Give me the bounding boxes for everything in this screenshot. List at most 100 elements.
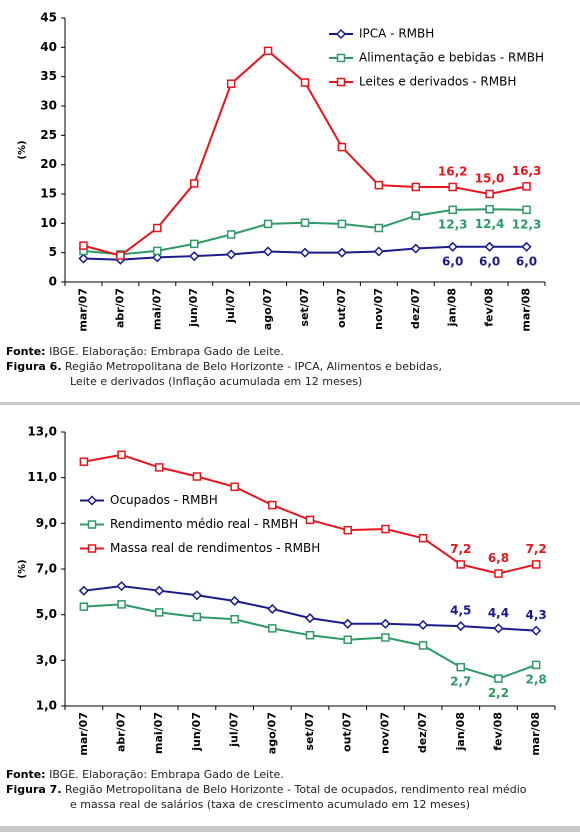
x-tick-label: mar/07 [76, 288, 89, 332]
marker [189, 251, 200, 262]
caption: Leite e derivados (Inflação acumulada em… [70, 375, 363, 388]
marker [226, 249, 237, 260]
legend-marker [335, 28, 347, 40]
x-tick-label: jan/08 [446, 288, 459, 327]
x-tick-label: ago/07 [265, 712, 278, 754]
source: IBGE. Elaboração: Embrapa Gado de Leite. [49, 345, 284, 358]
source: IBGE. Elaboração: Embrapa Gado de Leite. [49, 768, 284, 781]
marker [153, 223, 162, 233]
separator [0, 402, 580, 405]
data-label: 15,0 [475, 172, 505, 186]
caption-2: Fonte: IBGE. Elaboração: Embrapa Gado de… [6, 767, 527, 812]
marker [192, 472, 202, 481]
x-tick-label: set/07 [298, 288, 311, 327]
y-tick-label: 1,0 [36, 699, 57, 713]
x-tick-label: jan/08 [454, 712, 467, 751]
marker [189, 179, 199, 188]
y-tick-label: 7,0 [36, 562, 57, 576]
caption: e massa real de salários (taxa de cresci… [70, 798, 471, 811]
marker [522, 205, 531, 215]
figure-label: Figura 7. [6, 783, 62, 796]
marker [418, 641, 428, 650]
chart: 1,0 3,0 5,0 7,0 9,0 11,0 13,0 (%) mar/07 abr/07 ma… [17, 425, 556, 756]
marker [78, 253, 89, 264]
marker [418, 533, 428, 543]
marker [191, 590, 202, 601]
x-tick-label: mai/07 [152, 712, 165, 754]
marker [456, 662, 466, 672]
x-tick-label: jun/07 [187, 288, 200, 328]
marker [263, 46, 273, 56]
marker [343, 635, 352, 645]
figure-line: Figura 6. Região Metropolitana de Belo H… [6, 359, 442, 374]
marker [226, 230, 236, 239]
legend-label: Alimentação e bebidas - RMBH [359, 51, 544, 65]
y-tick-label: 11,0 [27, 470, 57, 484]
caption-1: Fonte: IBGE. Elaboração: Embrapa Gado de… [6, 344, 442, 389]
data-label: 2,2 [488, 686, 509, 700]
x-tick-label: abr/07 [113, 288, 126, 328]
marker [78, 585, 89, 596]
y-tick-label: 5,0 [36, 607, 57, 621]
data-label: 6,0 [442, 254, 463, 268]
caption: Região Metropolitana de Belo Horizonte -… [65, 783, 527, 796]
x-tick-label: jun/07 [190, 712, 203, 752]
marker [226, 79, 236, 88]
x-tick-label: nov/07 [372, 288, 385, 330]
marker [373, 246, 384, 257]
x-tick-label: mar/07 [77, 712, 90, 756]
marker [522, 182, 531, 191]
marker [300, 78, 310, 87]
x-tick-label: dez/07 [416, 712, 429, 753]
y-tick-label: 13,0 [27, 425, 57, 439]
marker [230, 482, 239, 492]
marker [485, 205, 494, 214]
marker [230, 614, 239, 624]
marker [342, 618, 353, 629]
marker [189, 239, 199, 249]
legend-marker [336, 53, 346, 63]
marker [531, 625, 542, 636]
data-label: 16,2 [438, 164, 468, 178]
legend-label: Rendimento médio real - RMBH [110, 517, 298, 531]
marker [229, 595, 240, 607]
y-axis-label: (%) [17, 559, 28, 578]
marker [374, 180, 384, 190]
y-tick-label: 35 [40, 69, 57, 83]
legend-label: Massa real de rendimentos - RMBH [110, 541, 320, 555]
marker [343, 525, 352, 535]
marker [79, 602, 89, 611]
source-line: Fonte: IBGE. Elaboração: Embrapa Gado de… [6, 767, 527, 782]
legend-marker [87, 520, 97, 529]
marker [418, 619, 429, 631]
marker [154, 585, 165, 596]
marker [116, 581, 127, 592]
source-label: Fonte: [6, 768, 46, 781]
x-tick-label: fev/08 [491, 712, 504, 751]
data-label: 12,3 [438, 217, 468, 231]
caption: Região Metropolitana de Belo Horizonte -… [65, 360, 442, 373]
marker [305, 630, 315, 640]
x-tick-label: jul/07 [224, 288, 237, 324]
y-tick-label: 3,0 [36, 653, 57, 667]
x-tick-label: out/07 [341, 712, 354, 752]
y-axis-label: (%) [17, 140, 28, 159]
data-label: 7,2 [450, 542, 471, 556]
x-tick-label: abr/07 [115, 712, 128, 752]
marker [337, 142, 347, 152]
marker [268, 500, 277, 510]
marker [154, 608, 164, 617]
marker [79, 457, 89, 466]
data-label: 2,8 [526, 672, 547, 686]
data-label: 4,3 [526, 608, 547, 622]
marker [521, 241, 532, 252]
marker [305, 515, 315, 525]
y-tick-label: 30 [40, 99, 57, 113]
y-tick-label: 20 [40, 157, 57, 171]
marker [381, 633, 390, 642]
marker [380, 618, 391, 629]
marker [494, 674, 503, 683]
x-tick-label: mai/07 [150, 288, 163, 330]
x-tick-label: mar/08 [529, 712, 542, 756]
data-label: 16,3 [512, 164, 542, 178]
